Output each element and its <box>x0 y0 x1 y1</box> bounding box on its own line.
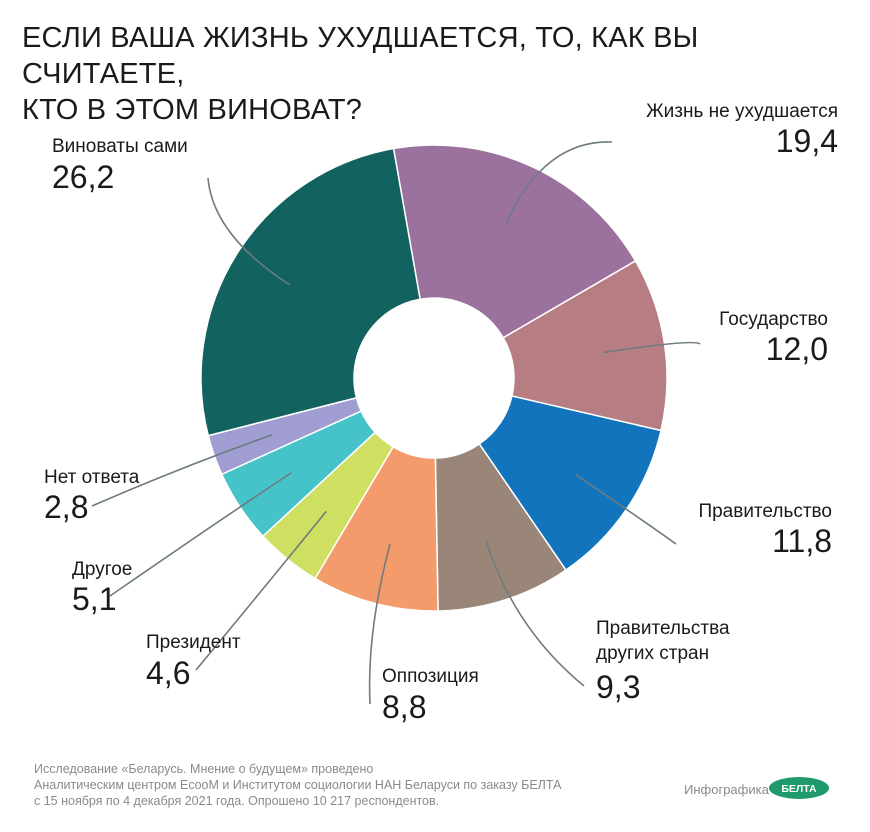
slice-1 <box>392 144 637 339</box>
slice-label-1: Жизнь не ухудшается <box>646 101 838 122</box>
logo-text: БЕЛТА <box>781 783 817 795</box>
slice-value-3: 11,8 <box>772 523 832 559</box>
slice-label-2: Государство <box>719 309 828 330</box>
leader-line-3 <box>575 473 677 545</box>
slice-value-8: 2,8 <box>44 489 88 525</box>
footnote-line-1: Исследование «Беларусь. Мнение о будущем… <box>34 762 374 776</box>
chart-title: ЕСЛИ ВАША ЖИЗНЬ УХУДШАЕТСЯ, ТО, КАК ВЫ С… <box>22 20 862 128</box>
slice-label-3: Правительство <box>698 501 832 522</box>
leader-line-7 <box>109 472 292 597</box>
slice-2 <box>502 259 668 432</box>
slice-3 <box>478 395 662 572</box>
slice-label-7: Другое <box>72 559 132 580</box>
footnote-line-2: Аналитическим центром EcooM и Институтом… <box>34 778 562 792</box>
leader-line-6 <box>195 510 327 671</box>
leader-lines <box>91 141 701 705</box>
slice-value-1: 19,4 <box>776 123 838 159</box>
slice-label-4: Правительства <box>596 618 730 639</box>
donut-slices <box>200 144 668 612</box>
slice-value-9: 26,2 <box>52 159 114 195</box>
leader-line-5 <box>368 543 391 705</box>
slice-label-5: Оппозиция <box>382 666 479 687</box>
slice-value-5: 8,8 <box>382 689 426 725</box>
slice-9 <box>200 147 421 437</box>
chart-title-line-1: ЕСЛИ ВАША ЖИЗНЬ УХУДШАЕТСЯ, ТО, КАК ВЫ С… <box>22 22 699 90</box>
slice-value-2: 12,0 <box>766 331 828 367</box>
slice-label-8: Нет ответа <box>44 467 140 488</box>
leader-line-4 <box>485 541 585 687</box>
slice-5 <box>314 445 439 612</box>
infographic-label: Инфографика <box>684 782 769 797</box>
footnote-line-3: с 15 ноября по 4 декабря 2021 года. Опро… <box>34 794 440 808</box>
footnote: Исследование «Беларусь. Мнение о будущем… <box>34 761 634 809</box>
leader-line-9 <box>207 177 291 286</box>
slice-label-4: других стран <box>596 643 709 664</box>
leader-line-8 <box>91 434 273 507</box>
leader-line-2 <box>603 341 701 354</box>
slice-label-6: Президент <box>146 632 241 653</box>
slice-value-6: 4,6 <box>146 655 190 691</box>
belta-logo: БЕЛТА <box>769 777 829 799</box>
leader-line-1 <box>505 141 613 223</box>
slice-label-9: Виноваты сами <box>52 136 188 157</box>
slice-value-7: 5,1 <box>72 581 116 617</box>
slice-value-4: 9,3 <box>596 669 640 705</box>
chart-title-line-2: КТО В ЭТОМ ВИНОВАТ? <box>22 94 363 126</box>
